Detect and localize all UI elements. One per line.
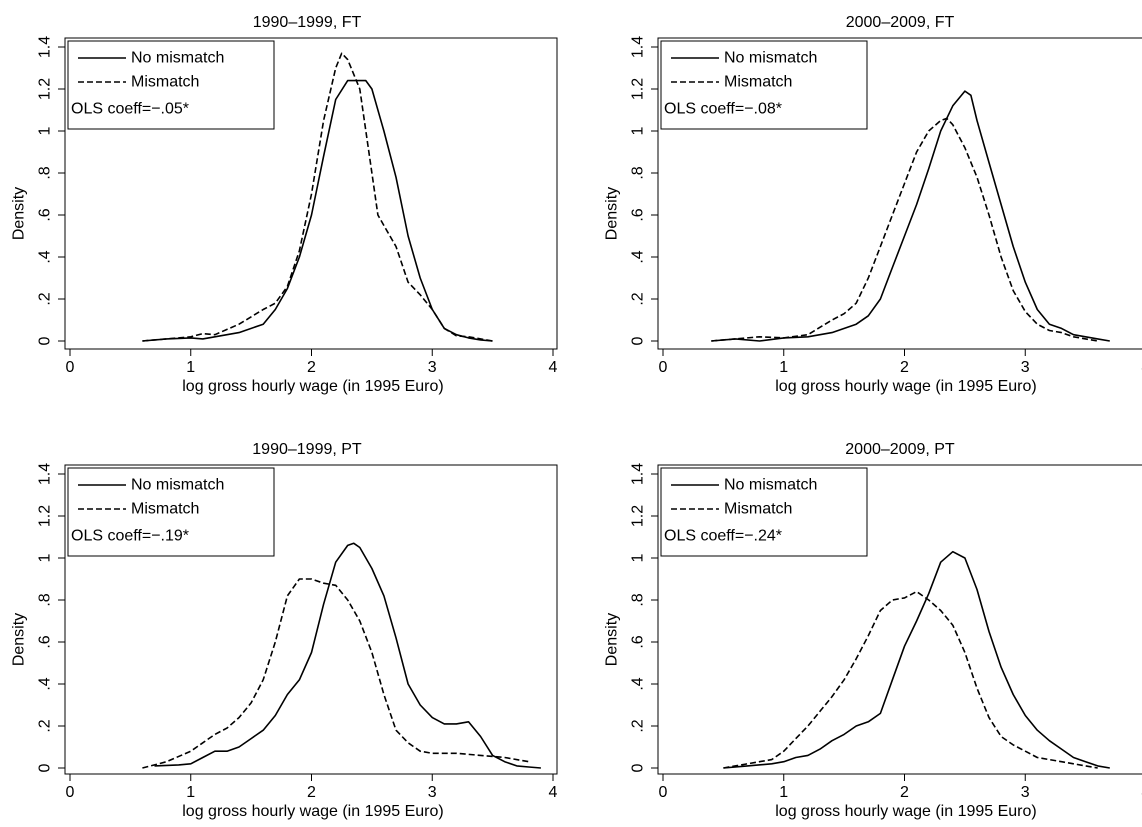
y-tick-label: 1.2 — [37, 78, 54, 100]
y-tick-label: .4 — [630, 250, 647, 263]
chart-title: 2000–2009, FT — [846, 14, 955, 31]
y-tick-label: 0 — [630, 336, 647, 345]
y-tick-label: .2 — [37, 719, 54, 732]
x-tick-label: 4 — [549, 359, 558, 376]
y-axis-label: Density — [604, 187, 621, 240]
x-tick-label: 0 — [66, 359, 75, 376]
legend: No mismatch Mismatch OLS coeff=−.08* — [660, 40, 868, 130]
y-tick-label: .4 — [37, 250, 54, 263]
legend: No mismatch Mismatch OLS coeff=−.05* — [67, 40, 275, 130]
x-tick-label: 2 — [307, 359, 316, 376]
y-tick-label: 1.4 — [37, 36, 54, 58]
x-axis-label: log gross hourly wage (in 1995 Euro) — [775, 378, 1036, 395]
y-tick-label: .8 — [630, 166, 647, 179]
y-axis-label: Density — [11, 613, 28, 666]
legend-box — [660, 467, 868, 557]
x-tick-label: 3 — [428, 359, 437, 376]
x-tick-label: 2 — [900, 784, 909, 801]
series-line-no-mismatch — [723, 550, 1110, 769]
chart-title: 1990–1999, PT — [252, 441, 362, 458]
legend-label: Mismatch — [131, 74, 199, 91]
series-line-no-mismatch — [711, 90, 1110, 342]
y-tick-label: .6 — [37, 635, 54, 648]
y-tick-label: 1.2 — [37, 505, 54, 527]
legend: No mismatch Mismatch OLS coeff=−.24* — [660, 467, 868, 557]
legend-label: No mismatch — [131, 477, 224, 494]
y-tick-label: 0 — [37, 763, 54, 772]
x-axis-label: log gross hourly wage (in 1995 Euro) — [775, 803, 1036, 820]
x-tick-label: 1 — [779, 359, 788, 376]
legend-label: Mismatch — [131, 501, 199, 518]
y-tick-label: 0 — [37, 336, 54, 345]
legend-box — [67, 467, 275, 557]
ols-annotation: OLS coeff=−.05* — [71, 101, 189, 118]
y-tick-label: .8 — [630, 593, 647, 606]
x-tick-label: 2 — [900, 359, 909, 376]
y-tick-label: 1 — [630, 126, 647, 135]
legend-label: No mismatch — [724, 477, 817, 494]
y-tick-label: 1.2 — [630, 505, 647, 527]
x-tick-label: 1 — [186, 359, 195, 376]
y-tick-label: .8 — [37, 593, 54, 606]
legend: No mismatch Mismatch OLS coeff=−.19* — [67, 467, 275, 557]
chart-panel-1: 1990–1999, FT 0 1 2 3 4 log gross hourly wage … — [11, 14, 558, 395]
chart-title: 1990–1999, FT — [253, 14, 362, 31]
chart-panel-3: 1990–1999, PT 0 1 2 3 4 log gross hourly wage … — [11, 441, 558, 820]
series-line-mismatch — [711, 117, 1098, 342]
y-tick-label: 1 — [37, 553, 54, 562]
y-tick-label: 1 — [37, 126, 54, 135]
y-tick-label: .4 — [630, 677, 647, 690]
legend-label: Mismatch — [724, 74, 792, 91]
legend-label: No mismatch — [131, 50, 224, 67]
ols-annotation: OLS coeff=−.24* — [664, 528, 782, 545]
legend-box — [67, 40, 275, 130]
series-line-mismatch — [142, 578, 529, 769]
y-tick-label: .6 — [630, 635, 647, 648]
x-tick-label: 3 — [1021, 784, 1030, 801]
x-tick-label: 1 — [779, 784, 788, 801]
y-tick-label: .6 — [630, 208, 647, 221]
x-axis-label: log gross hourly wage (in 1995 Euro) — [182, 803, 443, 820]
x-tick-label: 1 — [186, 784, 195, 801]
y-axis-label: Density — [604, 613, 621, 666]
x-tick-label: 3 — [428, 784, 437, 801]
y-axis-label: Density — [11, 187, 28, 240]
x-tick-label: 0 — [659, 359, 668, 376]
x-tick-label: 2 — [307, 784, 316, 801]
y-tick-label: .2 — [630, 719, 647, 732]
x-axis-label: log gross hourly wage (in 1995 Euro) — [182, 378, 443, 395]
y-tick-label: .2 — [630, 292, 647, 305]
legend-box — [660, 40, 868, 130]
legend-label: No mismatch — [724, 50, 817, 67]
legend-label: Mismatch — [724, 501, 792, 518]
ols-annotation: OLS coeff=−.08* — [664, 101, 782, 118]
ols-annotation: OLS coeff=−.19* — [71, 528, 189, 545]
x-tick-label: 0 — [659, 784, 668, 801]
y-tick-label: 1.4 — [630, 463, 647, 485]
y-tick-label: .6 — [37, 208, 54, 221]
x-tick-label: 0 — [66, 784, 75, 801]
y-tick-label: 1.4 — [630, 36, 647, 58]
y-tick-label: 1.4 — [37, 463, 54, 485]
y-tick-label: 0 — [630, 763, 647, 772]
y-tick-label: 1.2 — [630, 78, 647, 100]
chart-title: 2000–2009, PT — [845, 441, 955, 458]
series-line-mismatch — [142, 52, 493, 342]
y-tick-label: .8 — [37, 166, 54, 179]
series-line-no-mismatch — [154, 542, 541, 769]
y-tick-label: .4 — [37, 677, 54, 690]
x-tick-label: 4 — [549, 784, 558, 801]
y-tick-label: .2 — [37, 292, 54, 305]
series-line-mismatch — [723, 590, 1098, 769]
x-tick-label: 3 — [1021, 359, 1030, 376]
y-tick-label: 1 — [630, 553, 647, 562]
